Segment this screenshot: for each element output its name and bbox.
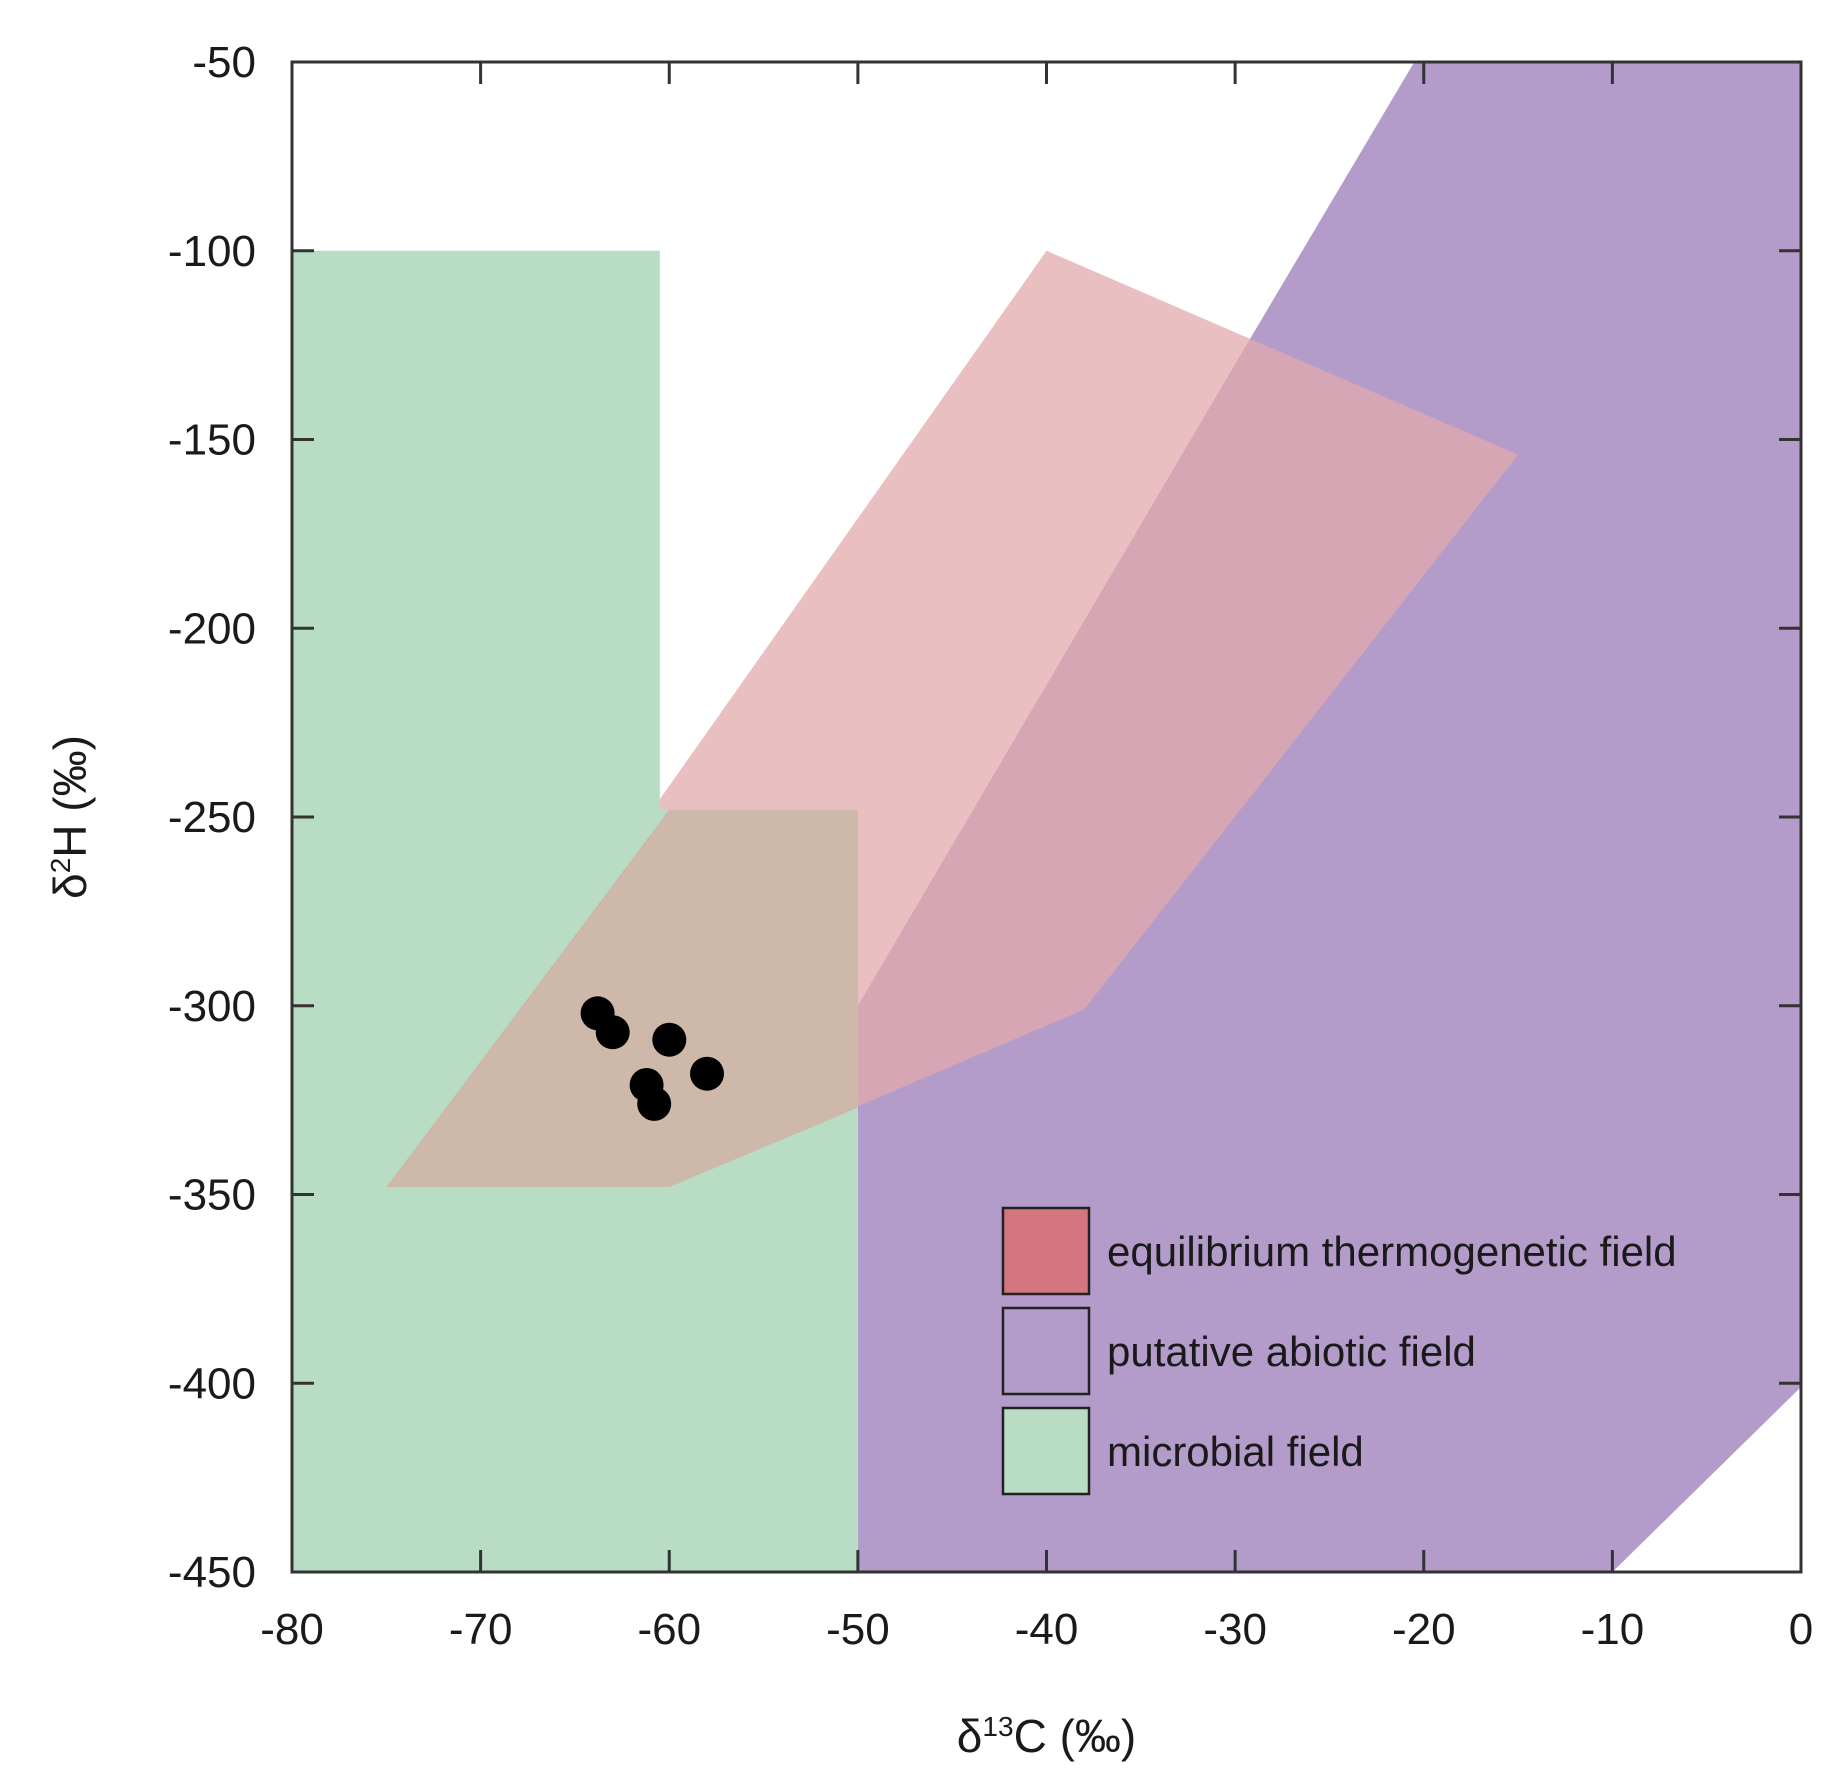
y-tick-label: -400 (168, 1359, 256, 1408)
y-tick-label: -50 (192, 38, 256, 87)
data-point-2 (595, 1015, 630, 1050)
y-tick-label: -350 (168, 1171, 256, 1220)
x-tick-label: -70 (449, 1605, 513, 1654)
field-polygon-putative-abiotic-field (857, 62, 1801, 1572)
field-polygon-microbial-field (292, 250, 858, 1572)
data-point-4 (690, 1056, 724, 1091)
x-tick-label: -60 (637, 1605, 701, 1654)
tick-labels: -80 -70 -60 -50 -40 -30 -20 -10 0-50-100-150-200… (168, 38, 1813, 1654)
legend-label: putative abiotic field (1107, 1328, 1476, 1375)
y-tick-label: -250 (168, 793, 256, 842)
data-point-3 (652, 1022, 687, 1057)
legend: equilibrium thermogenetic field putative … (1001, 1206, 1677, 1496)
data-point-6 (637, 1086, 672, 1121)
x-tick-label: -30 (1203, 1605, 1267, 1654)
legend-swatch (1001, 1306, 1091, 1396)
x-axis-label: δ13C (‰) (957, 1710, 1136, 1762)
x-tick-label: 0 (1789, 1605, 1813, 1654)
legend-swatch (1001, 1406, 1091, 1496)
x-tick-label: -20 (1392, 1605, 1456, 1654)
y-axis-label: δ2H (‰) (44, 735, 96, 899)
y-tick-label: -100 (168, 227, 256, 276)
field-polygons (292, 62, 1801, 1572)
y-tick-label: -200 (168, 604, 256, 653)
x-tick-label: -40 (1015, 1605, 1079, 1654)
y-tick-label: -450 (168, 1548, 256, 1597)
y-tick-label: -300 (168, 982, 256, 1031)
y-tick-label: -150 (168, 416, 256, 465)
field-overlap-region (386, 809, 858, 1187)
legend-label: microbial field (1107, 1428, 1364, 1475)
x-tick-label: -80 (260, 1605, 324, 1654)
axis-ticks (290, 60, 1803, 1574)
x-tick-label: -10 (1581, 1605, 1645, 1654)
legend-swatch (1001, 1206, 1091, 1296)
legend-label: equilibrium thermogenetic field (1107, 1228, 1677, 1275)
data-points (580, 996, 724, 1121)
x-tick-label: -50 (826, 1605, 890, 1654)
